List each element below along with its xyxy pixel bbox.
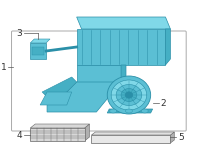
Polygon shape <box>47 82 121 112</box>
Text: 5: 5 <box>178 132 184 142</box>
Polygon shape <box>77 29 165 65</box>
Ellipse shape <box>126 109 132 113</box>
Polygon shape <box>30 39 50 43</box>
Polygon shape <box>165 29 170 65</box>
Ellipse shape <box>141 109 148 113</box>
Text: 3: 3 <box>17 29 22 37</box>
Polygon shape <box>107 109 153 113</box>
Polygon shape <box>42 77 77 97</box>
Polygon shape <box>91 132 174 135</box>
Polygon shape <box>30 43 46 59</box>
Ellipse shape <box>107 76 151 114</box>
Ellipse shape <box>111 80 147 110</box>
Text: 2: 2 <box>161 98 166 107</box>
Polygon shape <box>121 65 126 82</box>
Polygon shape <box>85 124 89 141</box>
FancyBboxPatch shape <box>12 31 186 131</box>
Polygon shape <box>32 47 44 55</box>
Polygon shape <box>40 92 72 105</box>
Ellipse shape <box>116 85 142 106</box>
Polygon shape <box>77 17 170 29</box>
Ellipse shape <box>121 88 137 101</box>
Bar <box>30 128 85 141</box>
Polygon shape <box>170 132 174 143</box>
Ellipse shape <box>110 109 117 113</box>
Text: 1: 1 <box>1 62 7 71</box>
Ellipse shape <box>125 92 133 98</box>
Polygon shape <box>77 65 121 82</box>
Bar <box>91 135 170 143</box>
Text: 4: 4 <box>17 131 22 140</box>
Polygon shape <box>30 124 89 128</box>
